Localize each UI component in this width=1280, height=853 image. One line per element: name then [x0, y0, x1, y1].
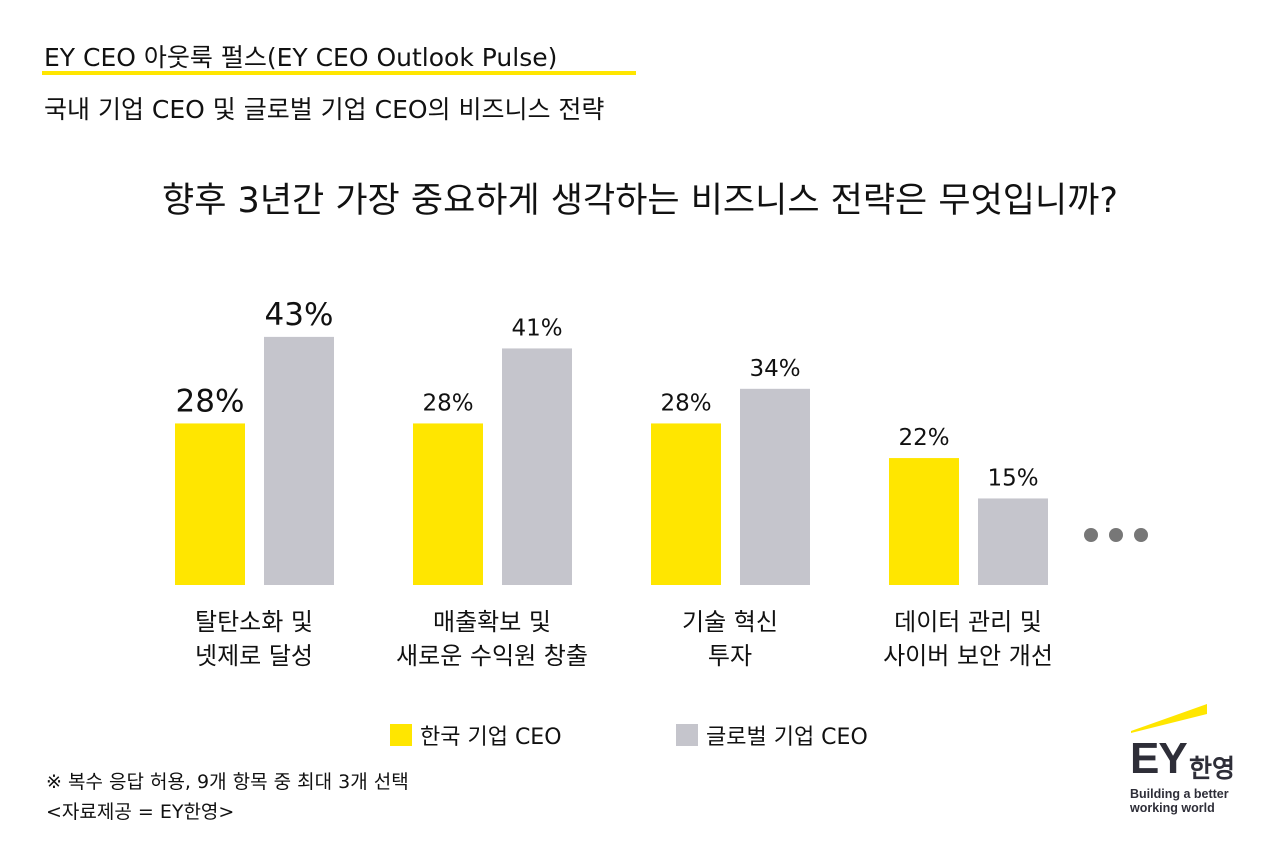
data-label-global-3: 34% — [749, 356, 800, 382]
data-label-global-4: 15% — [987, 465, 1038, 491]
data-label-korea-1: 28% — [176, 383, 245, 419]
ey-tagline-line2: working world — [1130, 801, 1215, 815]
header-underline — [42, 71, 636, 75]
more-indicator — [1084, 528, 1148, 542]
bar-global-3 — [740, 388, 810, 585]
ey-logo-korean: 한영 — [1189, 754, 1236, 783]
bar-korea-4 — [889, 458, 959, 585]
legend-swatch-korea — [390, 724, 412, 746]
legend-item-global: 글로벌 기업 CEO — [676, 719, 868, 751]
data-label-korea-2: 28% — [422, 390, 473, 416]
data-label-global-2: 41% — [511, 315, 562, 341]
legend-item-korea: 한국 기업 CEO — [390, 719, 562, 751]
footnote-source: <자료제공 = EY한영> — [46, 801, 235, 823]
ey-logo-beam — [1131, 704, 1207, 733]
category-label-2: 매출확보 및 새로운 수익원 창출 — [396, 608, 588, 670]
more-dot — [1084, 528, 1098, 542]
category-label-3: 기술 혁신 투자 — [682, 608, 778, 670]
ey-tagline-line1: Building a better — [1130, 787, 1229, 801]
ey-logo-mark: EY — [1130, 734, 1188, 783]
data-label-korea-4: 22% — [898, 425, 949, 451]
bar-global-4 — [978, 498, 1048, 585]
bar-korea-2 — [413, 423, 483, 585]
more-dot — [1109, 528, 1123, 542]
more-dot — [1134, 528, 1148, 542]
legend-swatch-global — [676, 724, 698, 746]
bar-global-1 — [264, 336, 334, 585]
header-subtitle: 국내 기업 CEO 및 글로벌 기업 CEO의 비즈니스 전략 — [44, 95, 605, 124]
bar-korea-3 — [651, 423, 721, 585]
chart-question: 향후 3년간 가장 중요하게 생각하는 비즈니스 전략은 무엇입니까? — [162, 181, 1118, 221]
category-label-1: 탈탄소화 및 넷제로 달성 — [194, 608, 314, 670]
ey-logo: EY 한영 Building a better working world — [1125, 698, 1245, 818]
data-label-global-1: 43% — [265, 297, 334, 333]
header-title: EY CEO 아웃룩 펄스(EY CEO Outlook Pulse) — [44, 43, 558, 72]
footnote-multiple-answers: ※ 복수 응답 허용, 9개 항목 중 최대 3개 선택 — [46, 771, 409, 793]
legend-label-global: 글로벌 기업 CEO — [706, 725, 868, 750]
bar-korea-1 — [175, 423, 245, 585]
category-label-4: 데이터 관리 및 사이버 보안 개선 — [883, 608, 1053, 670]
bar-global-2 — [502, 348, 572, 585]
legend-label-korea: 한국 기업 CEO — [420, 725, 562, 750]
data-label-korea-3: 28% — [660, 390, 711, 416]
